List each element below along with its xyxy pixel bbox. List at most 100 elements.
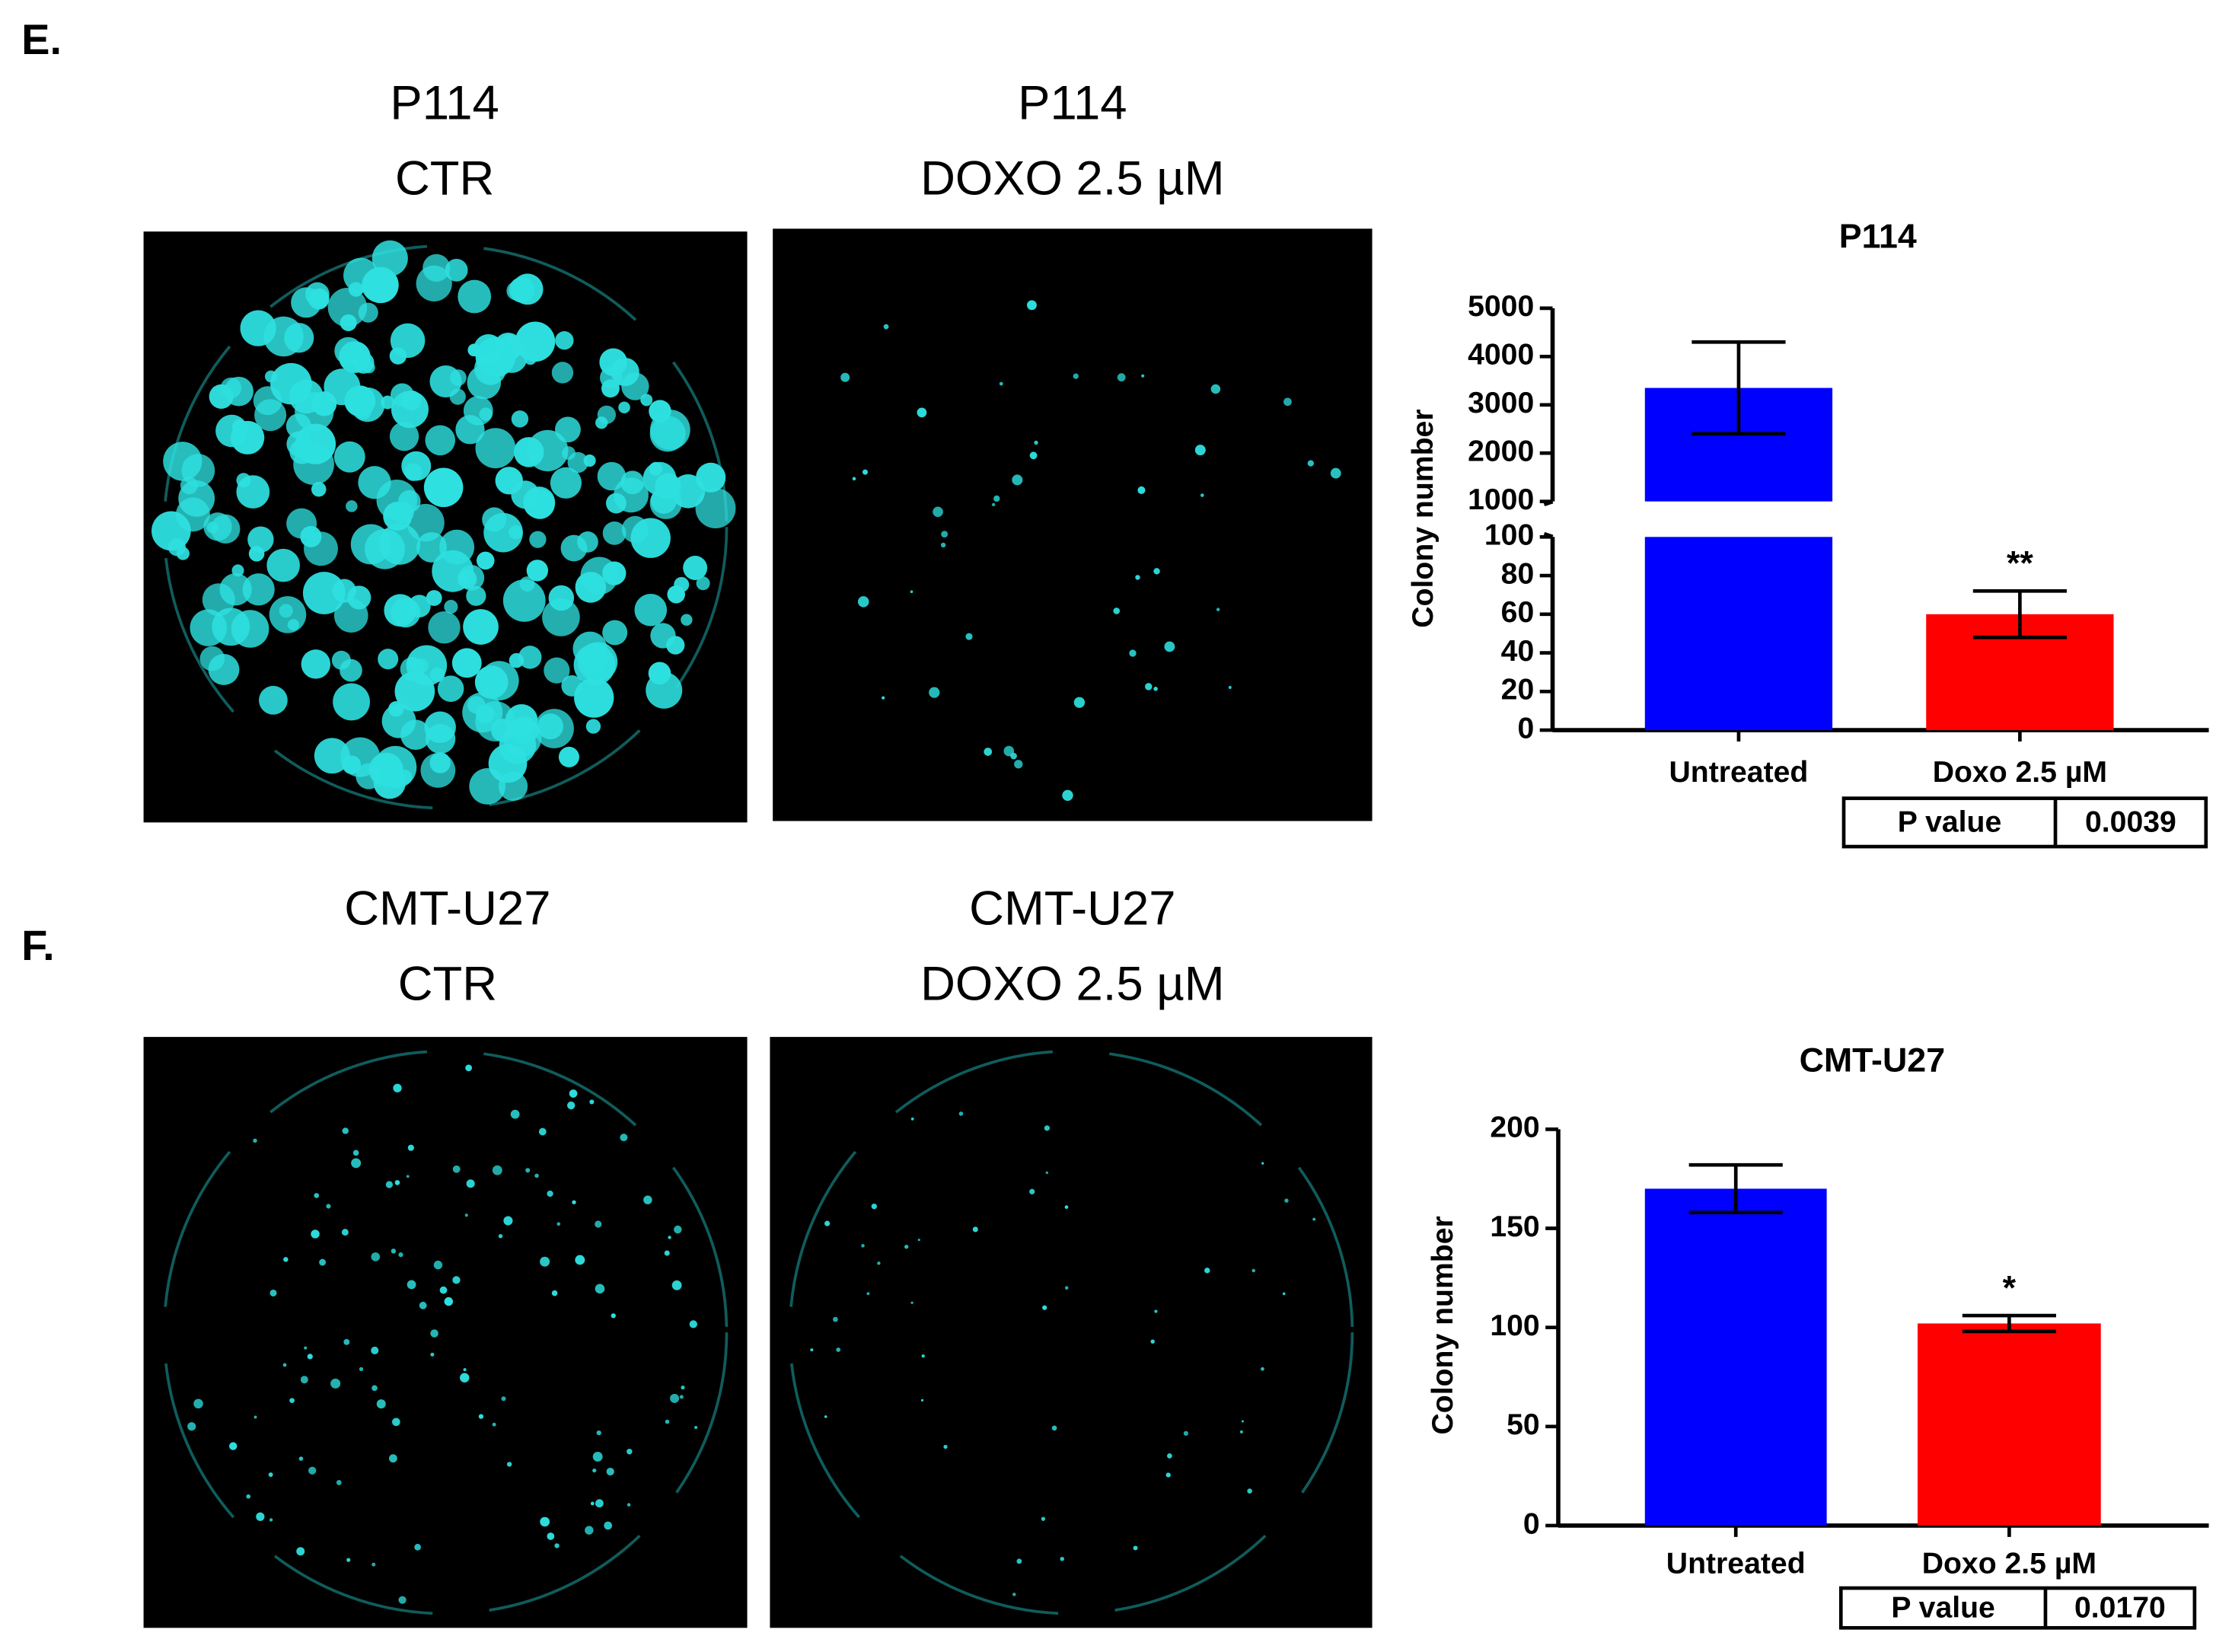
colony (429, 667, 445, 683)
y-tick-label: 0 (1523, 1507, 1540, 1540)
colony (371, 240, 408, 276)
colony (1150, 1339, 1155, 1344)
image-title: P114 (1018, 77, 1127, 130)
micrograph (770, 1037, 1373, 1628)
colony (259, 685, 288, 715)
colony (452, 1165, 461, 1173)
y-tick-label: 1000 (1468, 483, 1534, 516)
colony (592, 1468, 597, 1473)
colony (419, 1301, 427, 1309)
colony (340, 659, 362, 682)
colony (304, 1346, 308, 1350)
colony (634, 593, 668, 627)
colony (1228, 685, 1232, 689)
colony (1014, 760, 1023, 769)
colony (618, 401, 630, 413)
colony (551, 362, 574, 384)
colony (378, 649, 399, 670)
colony (464, 1213, 468, 1217)
x-tick-label: Untreated (1669, 756, 1809, 789)
colony (1210, 384, 1221, 394)
colony (254, 399, 287, 432)
colony (566, 1101, 576, 1110)
colony (332, 579, 356, 603)
colony (611, 1313, 616, 1319)
colony (683, 556, 708, 580)
colony (1129, 649, 1137, 657)
colony (920, 1398, 924, 1402)
colony (423, 467, 464, 508)
colony (242, 573, 275, 606)
panel-label: F. (21, 921, 55, 969)
colony (567, 451, 588, 474)
colony (253, 1415, 257, 1419)
colony (439, 1286, 448, 1294)
colony (376, 1399, 386, 1409)
colony (346, 1558, 351, 1562)
colony (574, 678, 614, 718)
colony (929, 687, 940, 698)
colony (381, 395, 394, 410)
colony (385, 1181, 394, 1188)
colony (341, 1229, 349, 1236)
colony (300, 1376, 308, 1384)
well-outline (788, 1049, 1354, 1615)
colony (1154, 1309, 1158, 1313)
colony (862, 469, 868, 475)
colony (824, 1220, 831, 1226)
colony (314, 1193, 320, 1198)
colony (1141, 374, 1145, 378)
colony (1135, 575, 1140, 580)
colony (590, 1501, 595, 1506)
colony (646, 671, 683, 709)
colony (1029, 1188, 1035, 1194)
colony (334, 336, 362, 365)
colony (475, 428, 516, 469)
colony (833, 1316, 838, 1322)
x-tick-label: Doxo 2.5 µM (1933, 756, 2107, 789)
colony (602, 620, 628, 646)
colony (871, 1203, 878, 1210)
image-title: DOXO 2.5 µM (920, 958, 1225, 1011)
colony (512, 273, 544, 305)
colony (558, 746, 579, 767)
colony (555, 331, 574, 350)
colony (291, 287, 322, 318)
colony (352, 1150, 359, 1156)
colony (824, 1415, 827, 1418)
colony (1153, 687, 1158, 691)
y-tick-label: 150 (1490, 1210, 1539, 1243)
colony (398, 1596, 407, 1604)
colony (430, 1352, 435, 1357)
colony (599, 348, 627, 377)
significance: ** (2007, 544, 2033, 582)
colony (503, 1216, 513, 1226)
colony (437, 675, 464, 702)
well-outline (162, 1049, 729, 1615)
colony (877, 1261, 881, 1265)
colony (356, 763, 382, 789)
bar (1644, 1188, 1827, 1526)
colony (279, 604, 293, 618)
colony (1183, 1430, 1188, 1436)
y-tick-label: 3000 (1468, 387, 1534, 419)
colony (460, 1373, 470, 1383)
colony (463, 1368, 467, 1372)
colony (398, 1252, 403, 1258)
x-tick-label: Doxo 2.5 µM (1922, 1548, 2096, 1580)
colony (965, 633, 973, 640)
colony (1251, 1268, 1256, 1273)
colony (589, 1099, 595, 1105)
colony (538, 1127, 547, 1136)
colony (193, 1398, 203, 1409)
colony (1073, 373, 1079, 379)
colony (346, 500, 358, 512)
colony (502, 579, 546, 622)
colony (595, 1499, 604, 1508)
colony (336, 1480, 342, 1485)
colony (394, 1180, 400, 1185)
colony (1307, 460, 1314, 467)
colony (455, 415, 485, 445)
colony (518, 646, 542, 669)
